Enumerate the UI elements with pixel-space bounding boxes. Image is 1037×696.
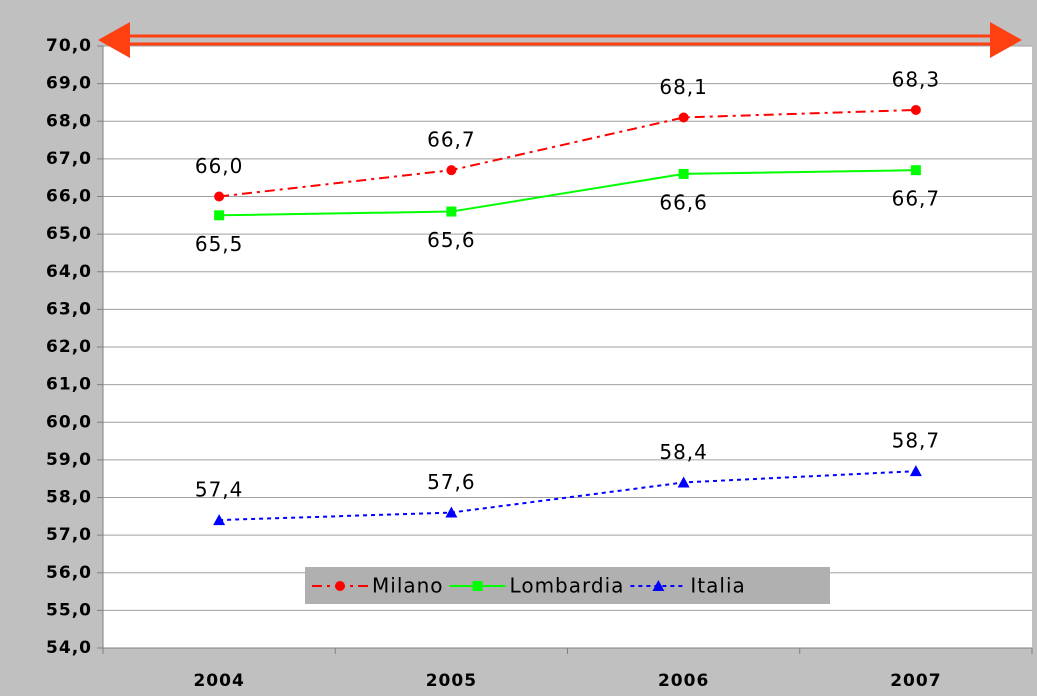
legend-label: Milano (372, 574, 444, 598)
point (910, 104, 921, 115)
point (472, 581, 483, 591)
series-line (219, 108, 916, 198)
y-tick-label: 67,0 (46, 149, 92, 169)
point (214, 210, 225, 221)
data-label: 58,7 (892, 429, 941, 453)
y-tick-label: 58,0 (46, 488, 92, 508)
point (652, 580, 665, 591)
series-line (219, 169, 916, 217)
y-tick-label: 63,0 (46, 299, 92, 319)
data-label: 65,5 (195, 232, 244, 256)
point (213, 514, 226, 526)
data-label: 66,6 (659, 190, 708, 214)
data-label: 68,1 (659, 75, 708, 99)
point (909, 465, 922, 477)
point (446, 165, 457, 176)
point (335, 581, 345, 591)
y-tick-label: 65,0 (46, 224, 92, 244)
point (678, 168, 689, 179)
y-tick-label: 56,0 (46, 563, 92, 583)
x-tick-label: 2005 (426, 671, 477, 691)
range-arrow (98, 22, 1022, 58)
y-tick-label: 57,0 (46, 525, 92, 545)
legend-box (305, 567, 830, 604)
point (445, 506, 458, 518)
point (910, 165, 921, 176)
y-tick-label: 54,0 (46, 638, 92, 658)
data-label: 65,6 (427, 228, 476, 252)
y-tick-label: 69,0 (46, 74, 92, 94)
data-label: 66,7 (427, 128, 476, 152)
data-label: 68,3 (892, 67, 941, 91)
marks (213, 104, 922, 526)
y-tick-label: 68,0 (46, 111, 92, 131)
y-tick-label: 70,0 (46, 36, 92, 56)
x-tick-label: 2007 (890, 671, 941, 691)
legend-label: Italia (690, 574, 745, 598)
point (677, 476, 690, 488)
legend-label: Lombardia (510, 574, 625, 598)
y-tick-label: 66,0 (46, 187, 92, 207)
point (446, 206, 457, 217)
y-tick-label: 60,0 (46, 412, 92, 432)
y-tick-label: 64,0 (46, 262, 92, 282)
y-tick-label: 61,0 (46, 375, 92, 395)
data-label: 57,6 (427, 470, 476, 494)
data-label: 57,4 (195, 478, 244, 502)
point (678, 112, 689, 123)
x-tick-label: 2004 (193, 671, 244, 691)
legend: Milano Lombardia Italia (312, 574, 745, 598)
y-tick-label: 62,0 (46, 337, 92, 357)
y-tick-label: 59,0 (46, 450, 92, 470)
x-tick-label: 2006 (658, 671, 709, 691)
data-label: 66,7 (892, 187, 941, 211)
y-tick-label: 55,0 (46, 600, 92, 620)
data-label: 58,4 (659, 440, 708, 464)
data-label: 66,0 (195, 154, 244, 178)
point (214, 191, 225, 202)
grid (97, 45, 1033, 654)
